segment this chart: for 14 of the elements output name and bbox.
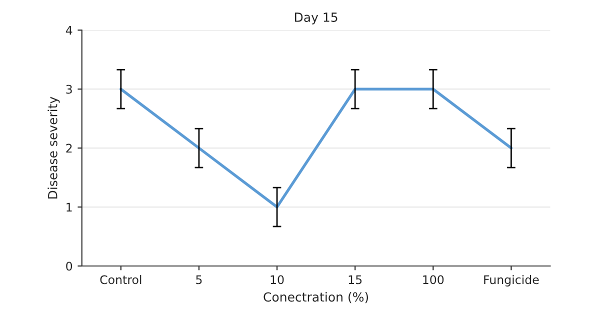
y-tick-label: 0 (66, 262, 72, 271)
x-tick-label: 100 (423, 275, 444, 284)
chart-title: Day 15 (294, 12, 338, 24)
y-axis-title: Disease severity (48, 96, 60, 199)
y-tick-label: 3 (66, 84, 72, 94)
y-tick-label: 4 (66, 26, 72, 35)
y-tick-label: 2 (66, 144, 72, 153)
x-tick-label: Fungicide (484, 275, 539, 286)
x-tick-label: 10 (270, 275, 284, 284)
y-tick-label: 1 (66, 202, 72, 212)
x-axis-title: Conectration (%) (264, 292, 368, 304)
x-tick-label: 15 (348, 275, 362, 284)
x-tick-label: Control (100, 275, 142, 284)
x-tick-label: 5 (196, 275, 202, 284)
